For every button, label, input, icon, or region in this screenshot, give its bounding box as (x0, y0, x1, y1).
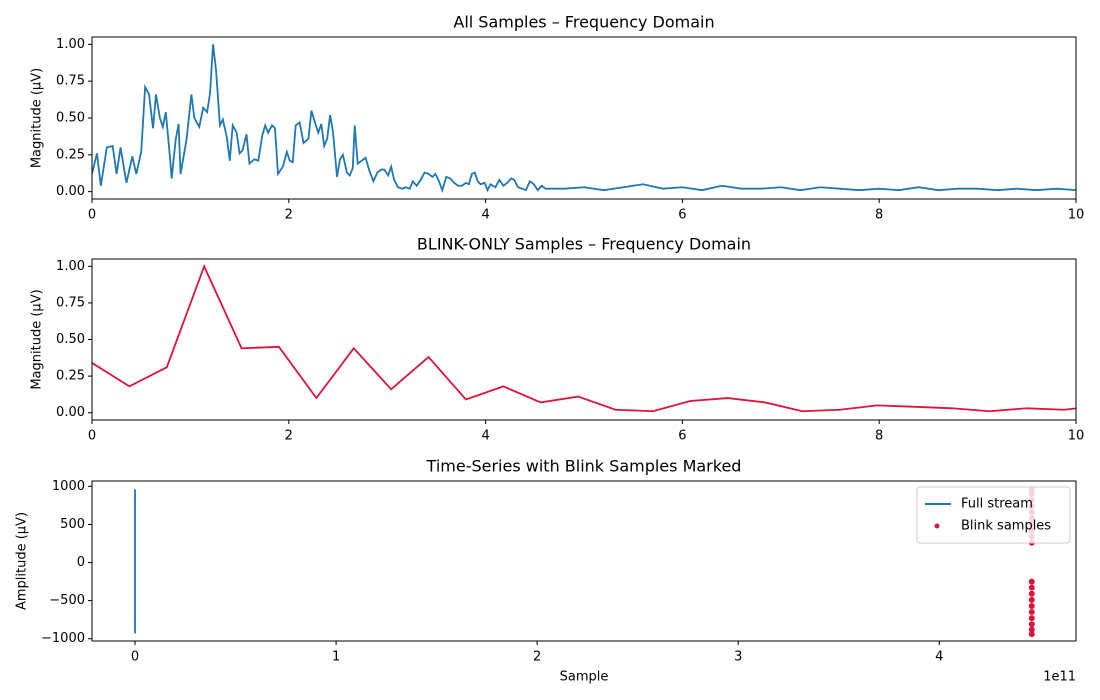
x-tick-label: 8 (875, 208, 883, 223)
y-tick-label: 1000 (52, 479, 85, 494)
legend-box (916, 486, 1071, 544)
plot-area (92, 44, 1076, 193)
data-point (1028, 578, 1035, 585)
subplot-title: All Samples – Frequency Domain (453, 13, 714, 32)
y-tick-label: 0.25 (56, 147, 85, 162)
y-tick-label: −500 (49, 593, 85, 608)
data-point (1028, 590, 1035, 597)
x-tick-label: 4 (481, 429, 489, 444)
x-tick-label: 10 (1068, 208, 1085, 223)
x-offset-label: 1e11 (1043, 670, 1076, 685)
x-tick-label: 3 (734, 650, 742, 665)
data-point (1028, 621, 1035, 628)
y-tick-label: 1.00 (56, 259, 85, 274)
data-point (1028, 631, 1035, 638)
y-tick-label: 0.25 (56, 369, 85, 384)
x-tick-label: 10 (1068, 429, 1085, 444)
x-tick-label: 4 (935, 650, 943, 665)
x-tick-label: 6 (678, 429, 686, 444)
x-tick-label: 1 (332, 650, 340, 665)
data-line (92, 44, 1076, 193)
x-tick-label: 2 (285, 429, 293, 444)
data-point (1028, 615, 1035, 622)
subplot: BLINK-ONLY Samples – Frequency Domain Mag… (30, 235, 1085, 444)
x-tick-label: 0 (88, 429, 96, 444)
axes-frame (91, 480, 1077, 642)
y-axis-label: Magnitude (µV) (30, 68, 45, 168)
y-axis-label: Amplitude (µV) (15, 512, 30, 610)
legend-label: Full stream (961, 497, 1033, 512)
data-point (1028, 596, 1035, 603)
subplot: Time-Series with Blink Samples Marked Amp… (15, 457, 1077, 685)
legend: Full stream Blink samples (916, 486, 1071, 544)
axes-frame (91, 36, 1077, 200)
y-tick-label: 0 (77, 555, 85, 570)
x-tick-label: 4 (481, 208, 489, 223)
x-axis-label: Sample (560, 670, 609, 685)
data-line (92, 263, 1076, 413)
subplot-title: Time-Series with Blink Samples Marked (426, 457, 742, 476)
x-tick-label: 2 (285, 208, 293, 223)
y-tick-label: −1000 (41, 631, 85, 646)
y-tick-label: 0.00 (56, 405, 85, 420)
plot-area (92, 263, 1076, 413)
y-tick-label: 500 (60, 517, 85, 532)
x-tick-label: 0 (131, 650, 139, 665)
subplot-title: BLINK-ONLY Samples – Frequency Domain (417, 235, 751, 254)
x-tick-label: 6 (678, 208, 686, 223)
y-tick-label: 0.75 (56, 295, 85, 310)
x-tick-label: 8 (875, 429, 883, 444)
y-tick-label: 0.75 (56, 74, 85, 89)
y-tick-label: 0.50 (56, 332, 85, 347)
data-point (1028, 626, 1035, 633)
data-point (1028, 602, 1035, 609)
legend-label: Blink samples (961, 519, 1051, 534)
y-axis-label: Magnitude (µV) (30, 289, 45, 389)
y-tick-label: 0.00 (56, 184, 85, 199)
subplot: All Samples – Frequency Domain Magnitude … (30, 13, 1085, 223)
x-tick-label: 0 (88, 208, 96, 223)
legend-marker (934, 523, 940, 529)
y-tick-label: 0.50 (56, 111, 85, 126)
data-point (1028, 609, 1035, 616)
y-tick-label: 1.00 (56, 37, 85, 52)
x-tick-label: 2 (533, 650, 541, 665)
plot-area (134, 486, 1035, 638)
axes-frame (91, 258, 1077, 421)
data-point (1028, 584, 1035, 591)
